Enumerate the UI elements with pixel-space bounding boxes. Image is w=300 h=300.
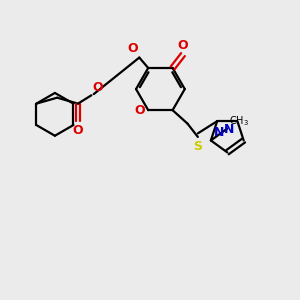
- Text: S: S: [194, 140, 202, 154]
- Text: O: O: [73, 124, 83, 137]
- Text: N: N: [214, 126, 224, 139]
- Text: CH$_3$: CH$_3$: [229, 114, 249, 128]
- Text: O: O: [127, 42, 138, 55]
- Text: O: O: [93, 81, 104, 94]
- Text: O: O: [134, 104, 145, 117]
- Text: O: O: [178, 39, 188, 52]
- Text: N: N: [224, 123, 234, 136]
